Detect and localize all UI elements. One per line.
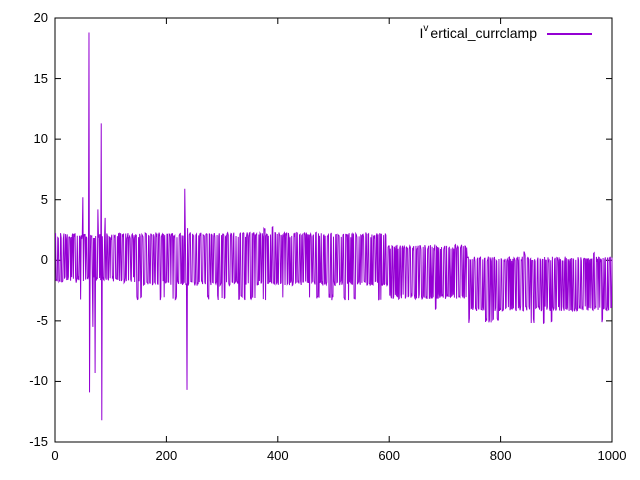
y-tick-label: 5: [40, 191, 48, 207]
x-tick-label: 400: [266, 448, 289, 463]
x-tick-label: 600: [378, 448, 401, 463]
legend-line-sample: [547, 32, 592, 35]
legend-label: Iv ertical_currclamp: [419, 23, 537, 41]
x-tick-label: 0: [51, 448, 59, 463]
y-tick-label: 15: [33, 70, 48, 86]
legend-label-superscript: v: [423, 23, 429, 35]
x-tick-label: 200: [155, 448, 178, 463]
x-tick-label: 800: [489, 448, 512, 463]
y-tick-label: -15: [29, 434, 48, 449]
y-tick-label: -10: [29, 373, 48, 389]
y-tick-label: 10: [33, 131, 48, 147]
legend-label-prefix: I: [419, 25, 424, 41]
y-tick-label: -5: [36, 312, 48, 328]
waveform-line: [55, 32, 613, 421]
legend-label-rest: ertical_currclamp: [430, 25, 537, 41]
x-tick-label: 1000: [597, 448, 627, 463]
legend: Iv ertical_currclamp: [419, 23, 592, 41]
y-tick-label: 20: [33, 10, 48, 25]
plot-border: [54, 17, 613, 443]
y-tick-label: 0: [40, 252, 48, 268]
